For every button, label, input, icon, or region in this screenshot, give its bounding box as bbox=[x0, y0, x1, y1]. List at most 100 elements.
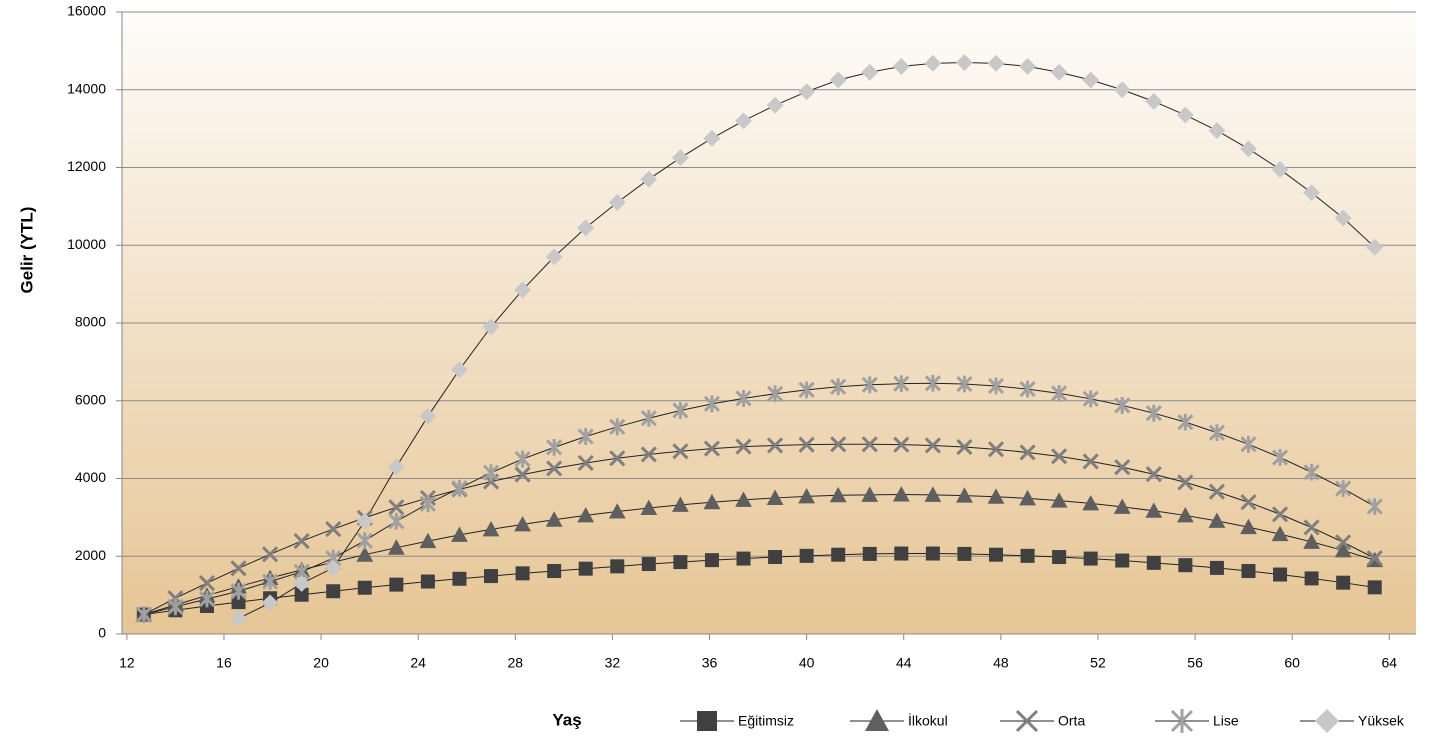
legend-label: Lise bbox=[1213, 713, 1239, 729]
marker bbox=[356, 546, 374, 562]
marker bbox=[324, 559, 342, 577]
marker bbox=[326, 584, 341, 599]
marker bbox=[451, 526, 468, 542]
marker bbox=[671, 496, 689, 512]
marker bbox=[356, 532, 373, 550]
marker bbox=[924, 437, 941, 454]
trend-line bbox=[143, 382, 1375, 616]
marker bbox=[1176, 507, 1194, 523]
y-tick-label: 16000 bbox=[67, 3, 106, 19]
legend-label: Yüksek bbox=[1358, 713, 1405, 729]
marker bbox=[861, 376, 878, 394]
marker bbox=[1178, 558, 1193, 573]
marker bbox=[1050, 63, 1068, 81]
marker bbox=[1240, 140, 1257, 158]
marker bbox=[609, 418, 626, 436]
marker bbox=[862, 546, 877, 561]
marker bbox=[357, 580, 372, 595]
marker bbox=[1273, 567, 1288, 582]
marker bbox=[1209, 560, 1224, 575]
marker bbox=[1367, 580, 1382, 595]
y-tick-label: 12000 bbox=[67, 158, 106, 174]
marker bbox=[1334, 542, 1352, 558]
marker bbox=[798, 487, 816, 504]
marker bbox=[1019, 489, 1036, 506]
marker bbox=[198, 590, 216, 608]
marker bbox=[1050, 492, 1068, 508]
marker bbox=[1303, 519, 1320, 536]
x-tick-label: 32 bbox=[605, 655, 621, 671]
marker bbox=[1303, 533, 1321, 549]
marker bbox=[768, 550, 783, 565]
marker bbox=[1020, 548, 1035, 563]
marker bbox=[387, 458, 405, 476]
marker bbox=[482, 464, 500, 482]
x-tick-label: 20 bbox=[313, 655, 329, 671]
marker bbox=[608, 503, 626, 519]
trend-line bbox=[143, 493, 1375, 616]
marker bbox=[956, 487, 973, 503]
marker bbox=[1241, 564, 1256, 579]
marker bbox=[925, 546, 940, 561]
marker bbox=[865, 709, 889, 731]
marker bbox=[1052, 550, 1067, 565]
legend-label: Eğitimsiz bbox=[738, 713, 794, 729]
marker bbox=[419, 495, 436, 513]
marker bbox=[1114, 459, 1131, 476]
marker bbox=[735, 438, 752, 455]
marker bbox=[861, 486, 879, 502]
marker bbox=[1083, 551, 1098, 566]
marker bbox=[577, 454, 594, 472]
marker bbox=[388, 512, 405, 530]
marker bbox=[1240, 518, 1257, 535]
marker bbox=[230, 582, 247, 600]
marker bbox=[893, 375, 910, 393]
marker bbox=[1366, 550, 1383, 567]
marker bbox=[1019, 444, 1036, 461]
marker bbox=[577, 428, 594, 445]
marker bbox=[419, 407, 437, 425]
marker bbox=[420, 574, 435, 589]
marker bbox=[1145, 502, 1163, 518]
x-tick-label: 24 bbox=[410, 655, 426, 671]
marker bbox=[1334, 209, 1352, 227]
marker bbox=[262, 546, 279, 563]
marker bbox=[1208, 122, 1226, 139]
marker bbox=[198, 575, 216, 592]
x-tick-label: 52 bbox=[1090, 655, 1106, 671]
marker bbox=[704, 553, 719, 568]
marker bbox=[640, 499, 658, 516]
marker bbox=[641, 557, 656, 572]
x-tick-label: 36 bbox=[702, 655, 718, 671]
marker bbox=[956, 438, 973, 456]
y-tick-label: 4000 bbox=[75, 469, 106, 485]
marker bbox=[1240, 435, 1257, 453]
x-tick-label: 12 bbox=[119, 655, 135, 671]
marker bbox=[230, 560, 247, 577]
marker bbox=[451, 479, 468, 497]
marker bbox=[294, 587, 309, 602]
x-tick-label: 16 bbox=[216, 655, 232, 671]
marker bbox=[577, 219, 595, 237]
marker bbox=[861, 63, 879, 81]
marker bbox=[830, 436, 847, 453]
marker bbox=[515, 566, 530, 581]
marker bbox=[988, 547, 1003, 562]
marker bbox=[514, 515, 531, 532]
x-tick-label: 44 bbox=[896, 655, 912, 671]
marker bbox=[956, 375, 973, 393]
marker bbox=[1271, 506, 1289, 523]
marker bbox=[1082, 494, 1100, 511]
marker bbox=[546, 439, 563, 456]
marker bbox=[1177, 474, 1194, 491]
marker bbox=[640, 170, 658, 188]
marker bbox=[356, 512, 374, 530]
marker bbox=[798, 381, 815, 399]
trend-line bbox=[143, 553, 1375, 616]
marker bbox=[1015, 709, 1039, 733]
marker bbox=[230, 610, 247, 627]
marker bbox=[893, 436, 910, 453]
marker bbox=[514, 450, 531, 468]
x-tick-label: 28 bbox=[508, 655, 524, 671]
